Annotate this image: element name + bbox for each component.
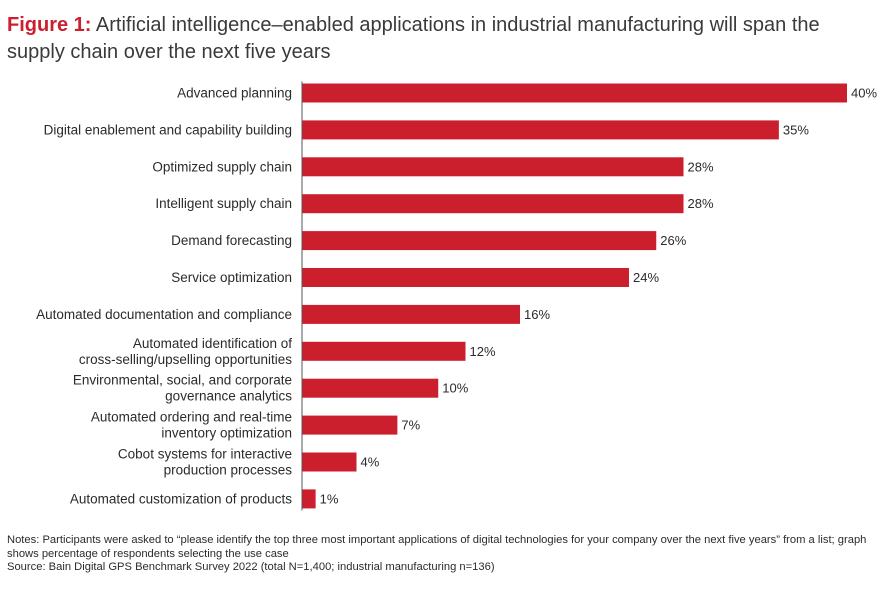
category-label-1: Advanced planning [177, 86, 292, 101]
category-label-11-line-2: production processes [164, 463, 293, 478]
value-label-3: 28% [688, 159, 714, 174]
bar-3 [302, 157, 684, 177]
value-label-5: 26% [660, 233, 686, 248]
bar-7 [302, 304, 520, 324]
bar-6 [302, 268, 629, 287]
bar-2 [302, 120, 779, 140]
bar-12 [302, 489, 316, 509]
category-label-8-line-2: cross-selling/upselling opportunities [79, 352, 292, 367]
chart-notes: Notes: Participants were asked to “pleas… [7, 534, 883, 575]
category-label-7: Automated documentation and compliance [36, 307, 292, 322]
value-label-12: 1% [320, 491, 339, 506]
bar-1 [302, 83, 847, 103]
bar-chart: 40% Advanced planning 35% Digital enablemen… [36, 81, 877, 511]
category-label-5: Demand forecasting [171, 233, 292, 248]
category-label-6: Service optimization [171, 270, 292, 285]
category-label-10-line-1: Automated ordering and real-time [91, 410, 292, 425]
category-label-4: Intelligent supply chain [155, 196, 292, 211]
category-label-9-line-1: Environmental, social, and corporate [73, 373, 292, 388]
bar-11 [302, 452, 357, 472]
value-label-6: 24% [633, 270, 659, 285]
bar-9 [302, 378, 439, 398]
bar-4 [302, 194, 684, 214]
figure-title-text: Artificial intelligence–enabled applicat… [7, 14, 820, 63]
figure-label: Figure 1: [7, 14, 92, 36]
notes-text: Notes: Participants were asked to “pleas… [7, 534, 867, 560]
value-label-2: 35% [783, 122, 809, 137]
category-label-9-line-2: governance analytics [165, 389, 292, 404]
chart-title: Figure 1: Artificial intelligence–enable… [7, 12, 883, 66]
category-label-2: Digital enablement and capability buildi… [44, 122, 292, 137]
category-label-11-line-1: Cobot systems for interactive [118, 447, 292, 462]
bar-8 [302, 341, 466, 361]
bar-10 [302, 415, 398, 435]
value-label-4: 28% [688, 196, 714, 211]
value-label-11: 4% [361, 455, 380, 470]
category-label-12: Automated customization of products [70, 491, 292, 506]
value-label-8: 12% [470, 344, 496, 359]
value-label-7: 16% [524, 307, 550, 322]
bar-5 [302, 231, 657, 251]
value-label-1: 40% [851, 86, 877, 101]
category-label-3: Optimized supply chain [152, 159, 292, 174]
category-label-8-line-1: Automated identification of [133, 336, 292, 351]
value-label-9: 10% [442, 381, 468, 396]
source-text: Source: Bain Digital GPS Benchmark Surve… [7, 561, 495, 573]
category-label-10-line-2: inventory optimization [161, 426, 292, 441]
value-label-10: 7% [401, 418, 420, 433]
